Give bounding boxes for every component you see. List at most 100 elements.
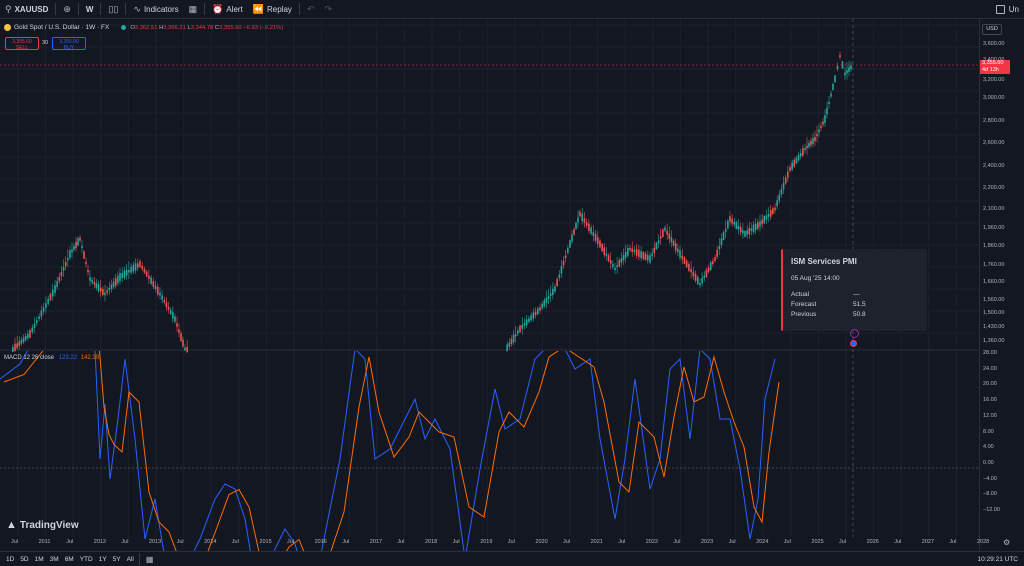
candle-body <box>534 311 537 316</box>
candle-body <box>733 221 736 225</box>
templates-button[interactable]: ▦ <box>184 0 203 18</box>
buy-button[interactable]: 3,355.90 BUY <box>52 37 86 51</box>
undo-icon: ↶ <box>306 3 315 14</box>
candle-body <box>81 245 83 249</box>
undo-button[interactable]: ↶ <box>302 0 320 18</box>
chart-type-button[interactable]: ▯▯ <box>103 0 123 18</box>
candle-body <box>530 315 532 321</box>
candle-body <box>735 221 738 230</box>
candle-body <box>787 171 789 178</box>
time-tick-label: Jul <box>949 539 957 545</box>
ohlc-values: O3,362.51 H3,366.21 L3,344.78 C3,355.60 … <box>130 25 283 31</box>
candle-body <box>577 217 579 223</box>
candle-body <box>782 182 785 190</box>
candle-body <box>547 296 550 299</box>
candle-body <box>848 67 850 72</box>
high-value: 3,366.21 <box>163 24 186 31</box>
divider <box>100 3 102 15</box>
candle-body <box>150 277 152 284</box>
replay-button[interactable]: ⏪ Replay <box>248 0 297 18</box>
range-button-all[interactable]: All <box>126 555 134 563</box>
candle-body <box>110 284 113 289</box>
sell-button[interactable]: 3,355.60 SELL <box>5 37 39 51</box>
candle-body <box>121 273 124 279</box>
price-tick-label: 3,200.00 <box>983 77 1005 83</box>
candle-body <box>784 177 787 184</box>
time-tick-label: 2021 <box>590 539 603 545</box>
candle-body <box>795 157 798 164</box>
range-buttons: 1D 5D 1M 3M 6M YTD 1Y 5Y All <box>0 556 137 563</box>
candle-body <box>521 324 524 329</box>
low-value: 3,344.78 <box>190 24 214 31</box>
redo-button[interactable]: ↷ <box>319 0 337 18</box>
price-tick-label: 1,360.00 <box>983 338 1005 344</box>
gold-symbol-icon <box>4 24 11 31</box>
candle-body <box>556 278 558 287</box>
event-datetime: 05 Aug '25 14:00 <box>791 275 840 282</box>
candle-body <box>56 281 58 287</box>
time-tick-label: 2023 <box>701 539 714 545</box>
candle-body <box>642 251 645 260</box>
candle-body <box>690 269 692 273</box>
candle-body <box>631 248 634 252</box>
candle-body <box>141 265 144 269</box>
candle-body <box>609 260 612 264</box>
symbol-search[interactable]: ⚲ XAUUSD <box>0 0 53 18</box>
range-button-1m[interactable]: 1M <box>34 555 44 563</box>
indicators-button[interactable]: ∿ Indicators <box>128 0 183 18</box>
candle-body <box>148 275 150 279</box>
event-marker-icon[interactable] <box>850 329 859 338</box>
candle-body <box>812 138 814 144</box>
price-tick-label: 1,500.00 <box>983 310 1005 316</box>
buy-label: BUY <box>63 45 75 51</box>
time-axis[interactable]: Jul 2011 Jul 2012 Jul 2013 Jul 2014 Jul 2015 Jul 20… <box>0 538 989 550</box>
unnamed-layout-button[interactable]: Un <box>991 0 1024 18</box>
interval-button[interactable]: W <box>81 0 99 18</box>
time-tick-label: Jul <box>783 539 791 545</box>
macd-title[interactable]: MACD 12 26 close <box>4 355 55 361</box>
candle-body <box>102 288 104 295</box>
us-flag-icon[interactable] <box>850 340 857 347</box>
candle-body <box>607 255 610 262</box>
tradingview-logo[interactable]: ▲ TradingView <box>6 519 79 531</box>
bottom-bar: 1D 5D 1M 3M 6M YTD 1Y 5Y All ▦ 10:29:21 UTC <box>0 551 1024 566</box>
compare-button[interactable]: ⊕ <box>58 0 76 18</box>
time-tick-label: Jul <box>452 539 460 545</box>
price-tick-label: 1,560.00 <box>983 297 1005 303</box>
range-button-1y[interactable]: 1Y <box>98 555 107 563</box>
candle-body <box>114 278 117 286</box>
candle-body <box>765 215 768 220</box>
axis-settings-button[interactable]: ⚙ <box>1003 538 1011 547</box>
range-button-3m[interactable]: 3M <box>49 555 59 563</box>
previous-label: Previous <box>791 311 817 318</box>
range-button-1d[interactable]: 1D <box>6 555 15 563</box>
macd-value: 123.22 <box>58 355 78 361</box>
range-button-5y[interactable]: 5Y <box>112 555 121 563</box>
divider <box>77 3 79 15</box>
candle-body <box>18 341 21 346</box>
last-price: 3,355.60 <box>982 60 1004 66</box>
candle-body <box>24 335 27 340</box>
time-tick-label: Jul <box>11 539 19 545</box>
alarm-clock-icon: ⏰ <box>212 3 224 14</box>
candle-body <box>729 216 731 222</box>
candle-body <box>40 310 43 317</box>
candle-body <box>681 255 684 260</box>
range-button-ytd[interactable]: YTD <box>79 555 93 563</box>
candle-body <box>694 273 697 281</box>
candle-body <box>594 233 597 241</box>
candle-body <box>793 159 796 167</box>
currency-selector[interactable]: USD <box>982 24 1002 35</box>
range-button-6m[interactable]: 6M <box>64 555 74 563</box>
date-range-icon[interactable]: ▦ <box>145 554 154 564</box>
candle-body <box>552 288 554 296</box>
candle-body <box>178 329 180 333</box>
range-button-5d[interactable]: 5D <box>20 555 29 563</box>
candle-body <box>679 250 681 258</box>
time-tick-label: Jul <box>66 539 74 545</box>
utc-clock[interactable]: 10:29:21 UTC <box>977 555 1018 563</box>
candle-body <box>184 347 186 351</box>
instrument-title[interactable]: Gold Spot / U.S. Dollar · 1W · FX <box>14 24 110 31</box>
price-axis[interactable]: USD 3,600.003,400.003,200.003,000.002,80… <box>979 19 1024 551</box>
alert-button[interactable]: ⏰ Alert <box>207 0 248 18</box>
